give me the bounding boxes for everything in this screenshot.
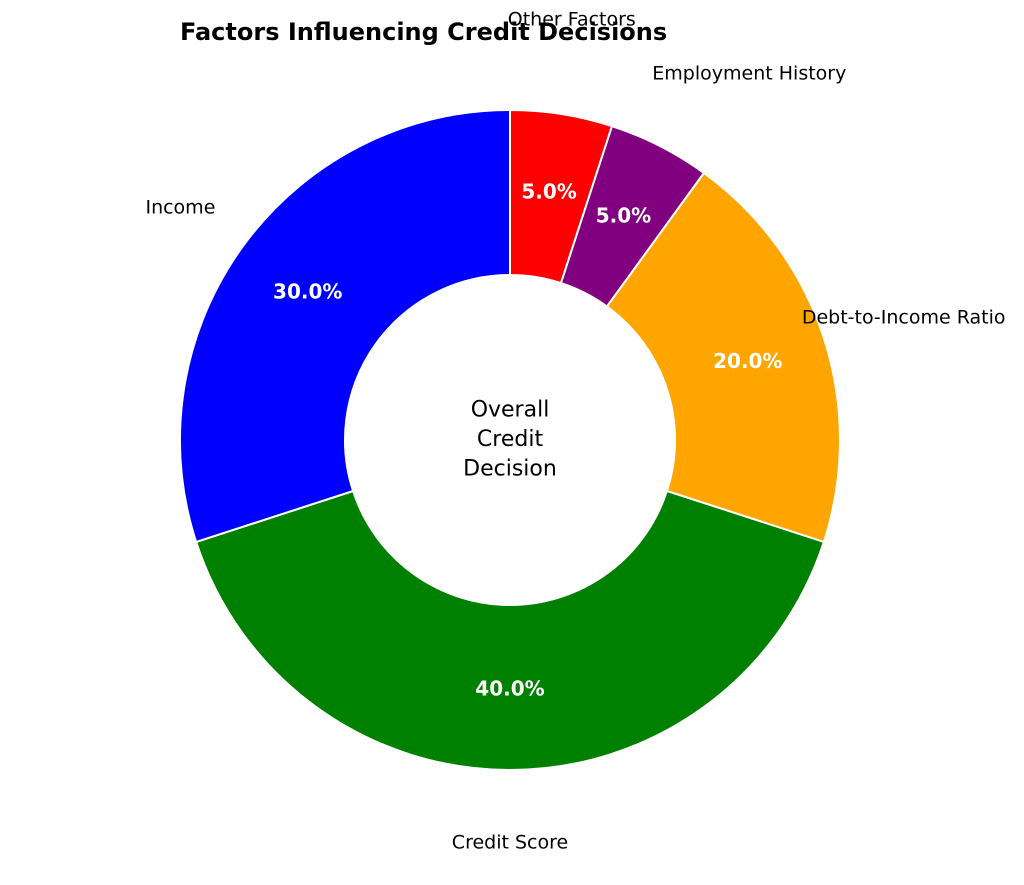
donut-chart: Factors Influencing Credit Decisions 5.0… — [0, 0, 1024, 885]
center-text-line-0: Overall — [471, 397, 550, 422]
slice-label-2: Debt-to-Income Ratio — [802, 306, 1006, 328]
center-text-line-1: Credit — [477, 427, 544, 452]
slice-label-4: Income — [145, 196, 215, 218]
slice-3 — [196, 491, 824, 770]
slice-pct-1: 5.0% — [596, 204, 651, 228]
slice-label-1: Employment History — [652, 63, 846, 85]
slice-label-3: Credit Score — [452, 832, 568, 854]
slice-pct-2: 20.0% — [713, 349, 782, 373]
slice-pct-0: 5.0% — [521, 180, 576, 204]
slice-4 — [180, 110, 510, 542]
slice-pct-4: 30.0% — [273, 280, 342, 304]
slice-pct-3: 40.0% — [475, 677, 544, 701]
center-text-line-2: Decision — [463, 457, 557, 482]
slice-label-0: Other Factors — [508, 8, 636, 30]
chart-svg: 5.0% Other Factors 5.0% Employment History 2… — [0, 0, 1024, 885]
